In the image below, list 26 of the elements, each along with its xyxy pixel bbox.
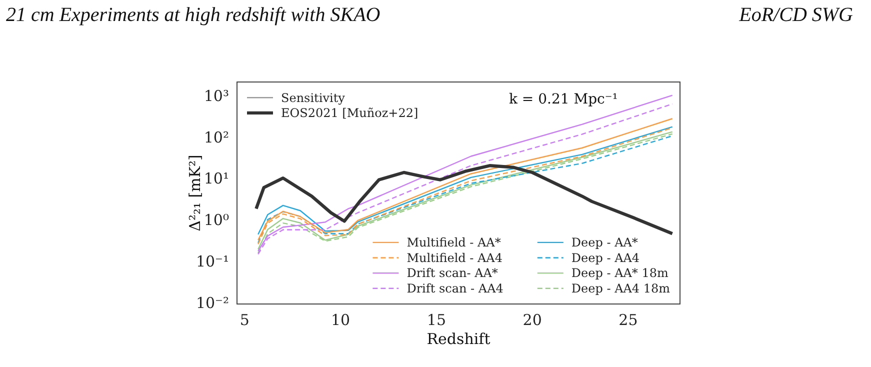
- annotation: k = 0.21 Mpc⁻¹: [509, 92, 618, 108]
- x-tick-label: 20: [522, 310, 542, 329]
- legend-label: Deep - AA*: [571, 236, 638, 250]
- y-tick-label: 10²: [204, 128, 229, 146]
- text: EoR/CD SWG: [739, 4, 853, 27]
- legend-label: Multifield - AA4: [406, 250, 503, 265]
- x-tick-label: 25: [618, 310, 638, 329]
- legend-label: Deep - AA4: [571, 250, 640, 265]
- x-tick-label: 15: [426, 310, 446, 329]
- y-tick-label: 10¹: [204, 170, 229, 188]
- legend-label: Multifield - AA*: [406, 236, 501, 250]
- x-axis-title: Redshift: [426, 330, 490, 348]
- x-tick-label: 10: [331, 310, 350, 329]
- legend-label: Deep - AA4 18m: [571, 281, 671, 296]
- legend-label: Sensitivity: [281, 90, 346, 105]
- y-tick-label: 10³: [204, 86, 229, 105]
- y-tick-label: 10⁰: [204, 211, 229, 230]
- legend-label: Drift scan - AA4: [406, 281, 504, 296]
- y-tick-label: 10⁻¹: [196, 252, 229, 270]
- legend-label: Drift scan- AA*: [406, 266, 498, 280]
- legend-label: EOS2021 [Muñoz+22]: [281, 106, 418, 120]
- legend-label: Deep - AA* 18m: [571, 266, 669, 280]
- x-tick-label: 5: [240, 310, 250, 329]
- y-axis-title: Δ²₂₁ [mK²]: [186, 154, 204, 232]
- y-tick-label: 10⁻²: [196, 294, 229, 312]
- chart-title: 21 cm Experiments at high redshift with SKAO: [6, 4, 380, 27]
